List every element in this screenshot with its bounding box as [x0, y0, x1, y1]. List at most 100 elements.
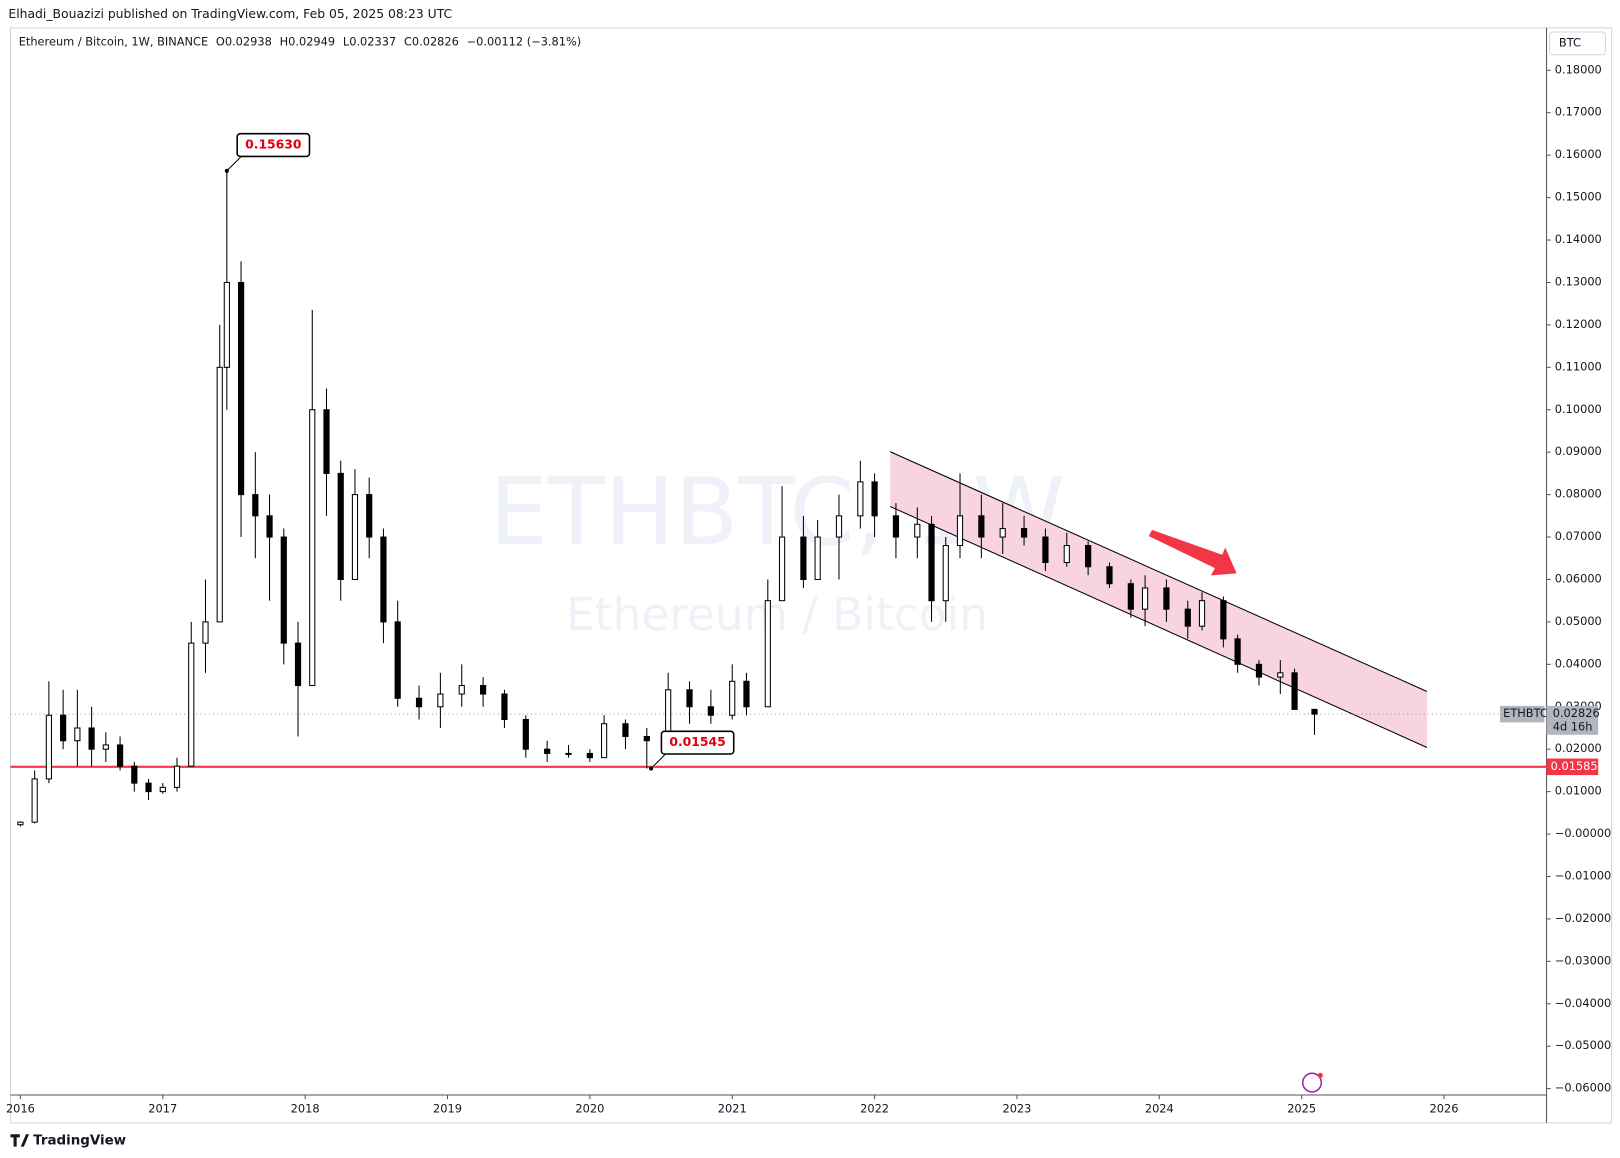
candle-body: [280, 536, 287, 644]
x-tick-label: 2016: [6, 1101, 35, 1115]
x-tick-label: 2021: [718, 1101, 747, 1115]
candle-body: [800, 536, 807, 580]
y-tick-label: −0.04000: [1555, 996, 1612, 1010]
currency-box[interactable]: [1549, 31, 1606, 56]
candle-body: [337, 472, 344, 580]
x-tick-label: 2026: [1430, 1101, 1459, 1115]
candle-body: [252, 494, 259, 517]
candle-body: [1163, 587, 1170, 610]
y-tick-label: 0.07000: [1555, 529, 1602, 543]
footer-brand: TradingView: [33, 1133, 126, 1148]
candle-body: [764, 600, 771, 708]
candle-body: [928, 523, 935, 602]
channel-upper: [890, 451, 1428, 692]
y-tick-label: −0.02000: [1555, 911, 1612, 925]
candle-body: [131, 765, 138, 784]
candle-body: [17, 821, 24, 826]
candle-body: [266, 515, 273, 538]
candle-body: [835, 515, 843, 538]
symbol-label: ETHBTC: [1503, 706, 1548, 720]
candle-body: [102, 744, 109, 750]
x-tick-label: 2022: [860, 1101, 889, 1115]
annotation-box: [660, 730, 735, 755]
pane-border: [9, 27, 1613, 1124]
candle-body: [479, 685, 487, 695]
candle-body: [60, 714, 67, 742]
y-tick-label: 0.17000: [1555, 105, 1602, 119]
candle-body: [1141, 587, 1149, 610]
candle-body: [1255, 663, 1263, 678]
last-price-label: 0.02826: [1553, 706, 1600, 720]
candle-body: [522, 718, 529, 750]
candle-body: [366, 494, 373, 538]
candle-body: [294, 642, 302, 687]
candle-body: [1277, 672, 1284, 678]
candle-body: [237, 281, 245, 496]
channel-lower: [890, 506, 1428, 748]
x-tick-label: 2024: [1145, 1101, 1174, 1115]
y-tick-label: 0.12000: [1555, 317, 1602, 331]
candle-body: [309, 409, 316, 687]
level-label-box: [1546, 758, 1599, 776]
last-price-box: [1546, 705, 1599, 735]
candle-body: [159, 786, 166, 793]
y-tick-label: 0.18000: [1555, 62, 1602, 76]
candle-body: [643, 735, 650, 742]
publisher: Elhadi_Bouazizi published on TradingView…: [8, 6, 452, 21]
legend-value: 0.02337: [349, 34, 396, 48]
y-tick-label: 0.06000: [1555, 571, 1602, 585]
candle-body: [857, 481, 864, 517]
y-tick-label: 0.10000: [1555, 402, 1602, 416]
x-tick-label: 2019: [433, 1101, 462, 1115]
x-tick-label: 2017: [148, 1101, 177, 1115]
level-label: 0.01585: [1551, 759, 1598, 773]
candle-body: [978, 515, 985, 538]
candle-body: [1042, 536, 1049, 564]
candle-body: [351, 494, 359, 580]
news-icon[interactable]: [1301, 1072, 1323, 1093]
trend-arrow: [1148, 529, 1237, 576]
currency[interactable]: BTC: [1559, 35, 1581, 49]
y-tick-label: 0.02000: [1555, 741, 1602, 755]
candle-body: [188, 642, 195, 767]
candle-body: [380, 536, 387, 623]
candle-body: [778, 536, 786, 602]
annotation-label: 0.15630: [245, 137, 302, 152]
x-tick-label: 2025: [1287, 1101, 1316, 1115]
candle-body: [1085, 545, 1092, 568]
candle-body: [743, 680, 750, 708]
candle-body: [173, 765, 181, 788]
y-tick-label: 0.13000: [1555, 274, 1602, 288]
candle-body: [88, 727, 95, 750]
candle-body: [565, 752, 572, 755]
legend-value: 0.02949: [288, 34, 335, 48]
candle-body: [1311, 708, 1318, 715]
candle-body: [586, 752, 593, 759]
y-tick-label: −0.05000: [1555, 1038, 1612, 1052]
y-tick-label: 0.01000: [1555, 784, 1602, 798]
y-tick-label: −0.06000: [1555, 1081, 1612, 1095]
y-tick-label: 0.11000: [1555, 359, 1602, 373]
candle-body: [999, 528, 1006, 538]
legend: Ethereum / Bitcoin, 1W, BINANCE O0.02938…: [19, 34, 582, 48]
candle-body: [1020, 528, 1028, 538]
candle-body: [394, 621, 401, 699]
symbol-box: [1500, 705, 1545, 723]
candle-body: [1220, 600, 1227, 640]
candle-body: [145, 782, 152, 793]
y-tick-label: 0.15000: [1555, 190, 1602, 204]
candle-body: [707, 706, 714, 716]
y-tick-label: 0.04000: [1555, 656, 1602, 670]
candle-body: [74, 727, 81, 742]
candle-body: [437, 693, 444, 708]
candle-body: [1198, 600, 1206, 627]
candle-body: [1184, 608, 1191, 627]
annotation-label: 0.01545: [669, 734, 725, 749]
candle-body: [814, 536, 821, 580]
legend-change: −0.00112 (−3.81%): [467, 34, 582, 48]
y-tick-label: 0.08000: [1555, 487, 1602, 501]
y-tick-label: 0.09000: [1555, 444, 1602, 458]
y-tick-label: −0.00000: [1555, 826, 1612, 840]
